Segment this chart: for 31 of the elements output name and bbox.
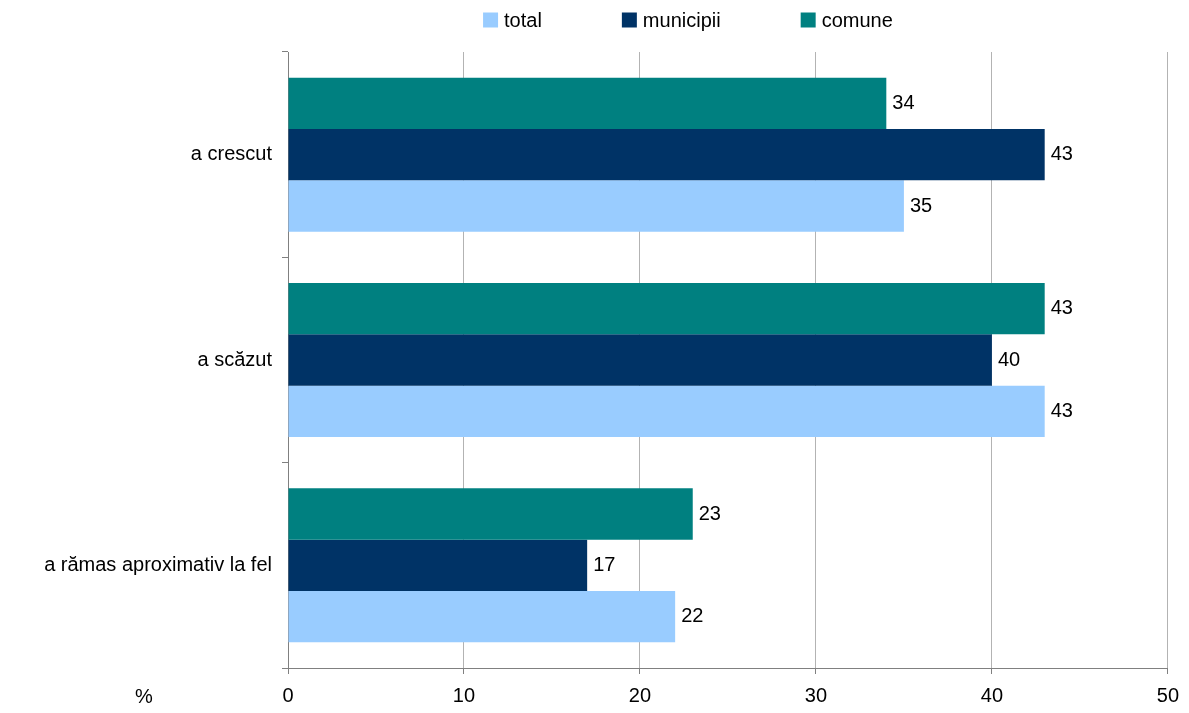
y-tick-label: a scăzut (197, 347, 273, 370)
data-label: 34 (892, 90, 915, 113)
data-label: 23 (698, 501, 721, 524)
legend-label: total (504, 8, 542, 31)
bar (288, 77, 887, 129)
x-tick-label: 50 (1156, 683, 1179, 706)
x-tick-label: 0 (282, 683, 294, 706)
x-tick-label: 30 (804, 683, 828, 706)
bar (288, 180, 904, 232)
data-label: 17 (593, 552, 616, 575)
data-label: 22 (681, 604, 704, 627)
bar (288, 539, 588, 591)
x-tick-label: 10 (452, 683, 476, 706)
bar (288, 334, 992, 386)
data-label: 43 (1050, 398, 1073, 421)
x-axis-title: % (135, 684, 154, 707)
bar (288, 488, 693, 540)
legend-label: municipii (642, 8, 721, 31)
x-tick-label: 40 (980, 683, 1004, 706)
data-label: 35 (909, 193, 933, 216)
bar (288, 129, 1045, 181)
data-label: 43 (1050, 142, 1073, 165)
y-tick-label: a rămas aproximativ la fel (44, 552, 272, 575)
bar (288, 385, 1045, 437)
bar (288, 591, 676, 643)
legend-label: comune (821, 8, 893, 31)
x-tick-label: 20 (628, 683, 652, 706)
y-tick-label: a crescut (190, 142, 273, 165)
bar (288, 283, 1045, 335)
data-label: 43 (1050, 296, 1073, 319)
data-label: 40 (997, 347, 1021, 370)
